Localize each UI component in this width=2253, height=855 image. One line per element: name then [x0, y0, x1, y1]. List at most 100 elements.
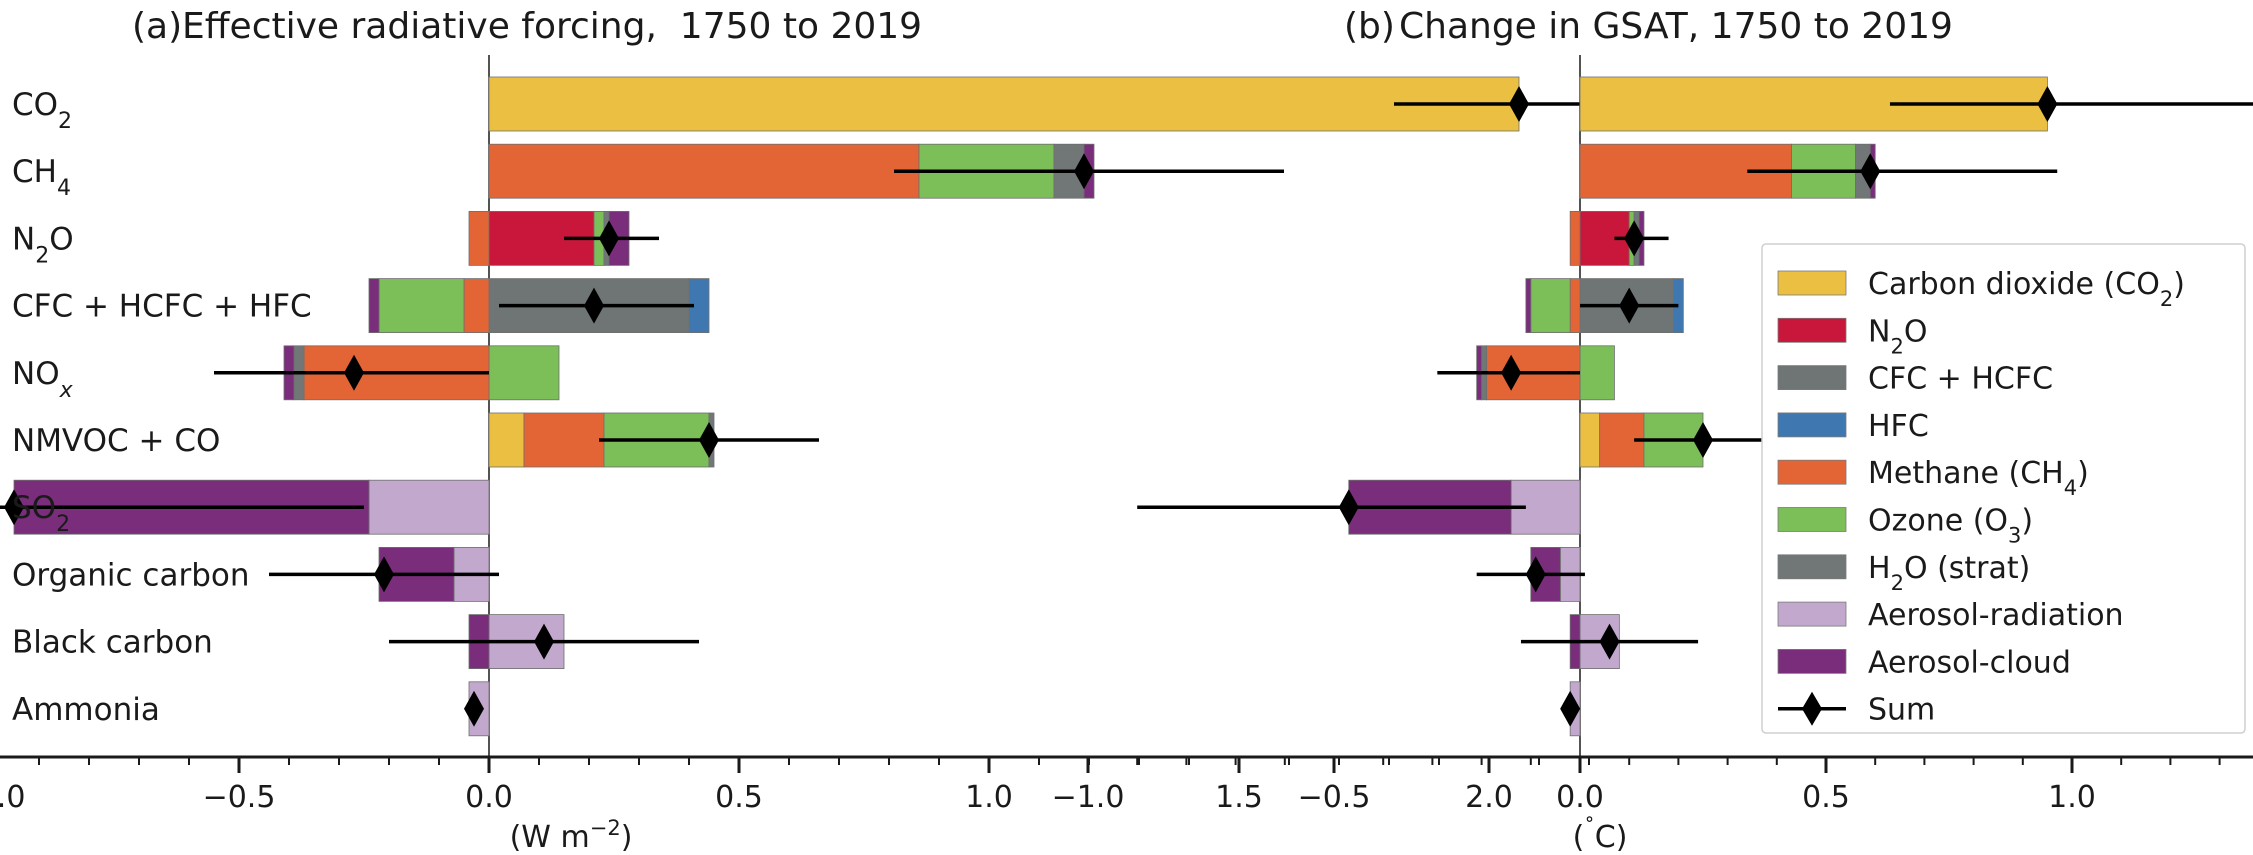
bar-segment-o3: [1530, 278, 1571, 334]
category-label-nmvoc-co: NMVOC + CO: [12, 423, 220, 459]
x-tick-label: −0.5: [1298, 780, 1371, 815]
legend-swatch: [1777, 412, 1847, 438]
bar-co2: [1579, 76, 2253, 132]
legend-label: HFC: [1868, 409, 1929, 444]
bar-nmvoc-co: [488, 412, 819, 468]
bar-black-carbon: [1520, 614, 1699, 669]
legend-label: CFC + HCFC: [1868, 362, 2053, 397]
legend-label-tail: O: [1904, 314, 1928, 349]
x-axis-label-superscript: ˚: [1584, 816, 1595, 840]
bar-nox: [1437, 345, 1615, 401]
bar-segment-o3: [488, 345, 560, 401]
bar-segment-ch4: [463, 278, 490, 334]
sum-marker: [374, 556, 394, 593]
panel-change-in-gsat: (b) Change in GSAT, 1750 to 2019 −1.0 −0.…: [1052, 6, 2253, 855]
sum-marker: [1693, 422, 1713, 458]
bar-cfc-hcfc-hfc: [368, 278, 710, 334]
legend-item-hfc: HFC: [1777, 409, 1929, 444]
panel-a-title: Effective radiative forcing, 1750 to 201…: [182, 6, 922, 47]
x-axis-label-superscript: −2: [590, 816, 621, 840]
sum-marker: [1860, 153, 1881, 190]
x-tick-label: 1.0: [2048, 780, 2096, 815]
bar-segment-ch4: [1569, 210, 1581, 266]
legend-sum-marker: [1802, 691, 1822, 726]
legend-label-subscript: 2: [1890, 334, 1903, 358]
sum-marker: [344, 354, 364, 391]
sum-marker: [1338, 489, 1359, 526]
sum-marker: [464, 690, 484, 727]
sum-marker: [1619, 287, 1640, 324]
legend-box: [1761, 243, 2246, 734]
bar-nmvoc-co: [1579, 412, 1787, 468]
category-label-subscript: x: [59, 377, 74, 402]
legend-label-tail: ): [2077, 456, 2089, 491]
legend-swatch: [1777, 365, 1847, 391]
legend-swatch: [1777, 507, 1847, 532]
bar-ammonia: [464, 681, 490, 737]
x-tick-label: −1.0: [1052, 780, 1125, 815]
x-tick-label: 0.5: [715, 780, 763, 815]
sum-marker: [599, 220, 619, 257]
bar-segment-co2: [488, 76, 1520, 132]
category-label-ammonia: Ammonia: [12, 692, 160, 728]
bar-segment-o3: [1579, 345, 1615, 401]
legend-item-aci: Aerosol-cloud: [1777, 645, 2071, 680]
bar-segment-ch4: [1569, 278, 1581, 334]
bar-nox: [214, 345, 560, 401]
sum-marker: [584, 287, 604, 324]
category-label-cfc-hcfc-hfc: CFC + HCFC + HFC: [12, 289, 312, 325]
panel-b-title: Change in GSAT, 1750 to 2019: [1399, 6, 1953, 47]
legend-label-tail: ): [2173, 267, 2185, 302]
bar-organic-carbon: [269, 547, 499, 602]
legend-label: Aerosol-radiation: [1868, 598, 2124, 633]
panel-b-label: (b): [1344, 6, 1395, 47]
legend-label: Sum: [1868, 693, 1935, 728]
x-tick-label: 0.5: [1802, 780, 1850, 815]
x-axis-label: (˚C): [1573, 816, 1628, 855]
panel-effective-radiative-forcing: (a) Effective radiative forcing, 1750 to…: [0, 6, 1639, 855]
sum-marker: [1560, 690, 1581, 727]
bar-co2: [488, 76, 1639, 132]
legend-swatch: [1777, 601, 1847, 627]
sum-marker: [1509, 86, 1529, 122]
sum-marker: [1074, 153, 1094, 190]
legend-swatch: [1777, 649, 1847, 674]
sum-marker: [699, 422, 719, 458]
bar-n2o: [1569, 210, 1669, 266]
x-tick-label: 2.0: [1465, 780, 1513, 815]
bar-segment-ch4: [488, 143, 920, 199]
bar-ch4: [488, 143, 1284, 199]
bar-segment-aci: [1525, 278, 1532, 334]
category-label-ch4: CH4: [12, 154, 71, 201]
x-axis-label-tail: ): [621, 820, 633, 855]
legend-item-cfc: CFC + HCFC: [1777, 362, 2053, 397]
bar-black-carbon: [389, 614, 699, 669]
legend-item-sum: Sum: [1778, 691, 1935, 728]
category-label-nox: NOx: [12, 356, 74, 403]
bar-segment-ch4: [468, 210, 490, 266]
category-label-co2: CO2: [12, 87, 72, 134]
bar-n2o: [468, 210, 659, 266]
bar-segment-o3: [378, 278, 465, 334]
sum-marker: [534, 623, 554, 660]
legend-label: Aerosol-cloud: [1868, 645, 2071, 680]
x-tick-label: −1.0: [0, 780, 25, 815]
bar-segment-ch4: [523, 412, 605, 468]
category-label-subscript: 2: [56, 512, 70, 537]
category-label-subscript: 2: [35, 243, 49, 268]
legend-label-subscript: 2: [1891, 571, 1904, 595]
category-label-tail: O: [49, 221, 73, 257]
category-label-subscript: 2: [58, 109, 72, 134]
bar-segment-aer_rad: [368, 479, 490, 535]
legend-item-aer-rad: Aerosol-radiation: [1777, 598, 2124, 633]
legend-label-tail: O (strat): [1904, 551, 2030, 586]
category-label-subscript: 4: [57, 176, 71, 201]
legend-swatch: [1777, 270, 1847, 296]
bar-organic-carbon: [1476, 547, 1585, 602]
bar-cfc-hcfc-hfc: [1525, 278, 1684, 334]
category-label-n2o: N2O: [12, 221, 74, 268]
legend-label-subscript: 4: [2064, 476, 2077, 500]
bar-so2: [0, 479, 490, 535]
bar-ch4: [1579, 143, 2058, 199]
